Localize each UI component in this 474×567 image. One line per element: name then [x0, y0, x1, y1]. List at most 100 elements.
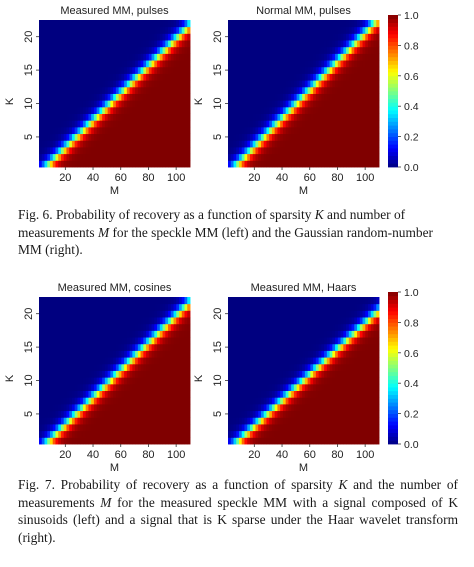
heatmap-cell — [74, 80, 78, 88]
heatmap-cell — [247, 126, 251, 135]
heatmap-cell — [181, 377, 185, 385]
heatmap-cell — [315, 46, 320, 54]
heatmap-cell — [47, 146, 51, 155]
heatmap-cell — [365, 100, 369, 108]
heatmap-cell — [304, 330, 309, 338]
heatmap-cell — [173, 390, 177, 398]
heatmap-cell — [162, 403, 166, 412]
heatmap-cell — [236, 357, 240, 365]
heatmap-cell — [148, 303, 153, 311]
heatmap-cell — [39, 120, 43, 128]
heatmap-cell — [332, 437, 336, 445]
heatmap-cell — [157, 73, 161, 81]
heatmap-cell — [359, 93, 363, 101]
heatmap-cell — [343, 26, 347, 34]
heatmap-cell — [165, 73, 169, 81]
heatmap-cell — [299, 160, 303, 168]
heatmap-cell — [135, 337, 139, 345]
heatmap-cell — [104, 423, 109, 432]
heatmap-cell — [49, 370, 54, 378]
heatmap-cell — [146, 370, 150, 378]
heatmap-cell — [66, 100, 70, 108]
heatmap-cell — [126, 33, 131, 41]
heatmap-cell — [168, 357, 172, 365]
heatmap-cell — [154, 33, 158, 41]
heatmap-cell — [77, 40, 81, 48]
heatmap-cell — [370, 40, 374, 48]
heatmap-cell — [88, 20, 92, 28]
heatmap-cell — [249, 66, 254, 74]
heatmap-cell — [52, 100, 56, 108]
heatmap-cell — [132, 323, 136, 331]
heatmap-cell — [159, 370, 163, 378]
heatmap-cell — [82, 343, 87, 351]
heatmap-cell — [249, 330, 254, 338]
heatmap-cell — [93, 100, 98, 108]
heatmap-cell — [244, 46, 248, 54]
heatmap-cell — [307, 423, 311, 432]
heatmap-cell — [85, 26, 89, 34]
heatmap-cell — [124, 423, 128, 432]
heatmap-cell — [249, 370, 254, 378]
heatmap-cell — [132, 160, 136, 168]
heatmap-cell — [140, 337, 144, 345]
heatmap-cell — [346, 160, 350, 168]
heatmap-cell — [238, 66, 243, 74]
heatmap-cell — [359, 46, 363, 54]
heatmap-cell — [329, 53, 333, 61]
y-tick-label: 10 — [212, 97, 224, 109]
heatmap-cell — [354, 437, 358, 445]
heatmap-cell — [335, 310, 339, 318]
heatmap-cell — [236, 403, 240, 412]
heatmap-cell — [313, 86, 317, 94]
heatmap-cell — [165, 113, 169, 121]
heatmap-cell — [266, 377, 270, 385]
heatmap-cell — [244, 20, 248, 28]
heatmap-cell — [140, 297, 144, 305]
heatmap-cell — [233, 357, 237, 365]
heatmap-cell — [187, 160, 191, 168]
heatmap-cell — [102, 120, 106, 128]
heatmap-cell — [233, 160, 237, 168]
heatmap-cell — [137, 323, 142, 331]
heatmap-cell — [187, 383, 191, 391]
heatmap-cell — [362, 310, 366, 318]
heatmap-cell — [362, 53, 366, 61]
heatmap-cell — [335, 350, 339, 358]
heatmap-cell — [69, 430, 73, 438]
heatmap-cell — [337, 337, 342, 345]
heatmap-cell — [143, 297, 147, 305]
heatmap-cell — [151, 403, 155, 412]
heatmap-cell — [113, 126, 117, 135]
heatmap-cell — [121, 390, 125, 398]
heatmap-cell — [58, 430, 62, 438]
heatmap-cell — [132, 113, 136, 121]
heatmap-cell — [162, 437, 166, 445]
heatmap-cell — [346, 323, 350, 331]
heatmap-cell — [282, 323, 287, 331]
heatmap-cell — [71, 390, 76, 398]
heatmap-cell — [373, 383, 377, 391]
heatmap-cell — [91, 60, 95, 68]
heatmap-cell — [55, 397, 59, 405]
heatmap-cell — [157, 33, 161, 41]
heatmap-cell — [313, 53, 317, 61]
heatmap-cell — [359, 303, 363, 311]
heatmap-cell — [187, 100, 191, 108]
y-tick-label: 5 — [212, 411, 224, 417]
heatmap-cell — [252, 390, 256, 398]
heatmap-cell — [143, 73, 147, 81]
heatmap-cell — [88, 370, 92, 378]
heatmap-cell — [271, 397, 276, 405]
heatmap-cell — [335, 100, 339, 108]
heatmap-cell — [85, 310, 89, 318]
colorbar-segment — [388, 136, 398, 141]
heatmap-cell — [351, 437, 355, 445]
heatmap-cell — [124, 370, 128, 378]
heatmap-cell — [49, 26, 54, 34]
heatmap-cell — [285, 317, 289, 325]
heatmap-cell — [74, 86, 78, 94]
heatmap-cell — [159, 403, 163, 412]
heatmap-cell — [58, 370, 62, 378]
heatmap-cell — [348, 93, 352, 101]
